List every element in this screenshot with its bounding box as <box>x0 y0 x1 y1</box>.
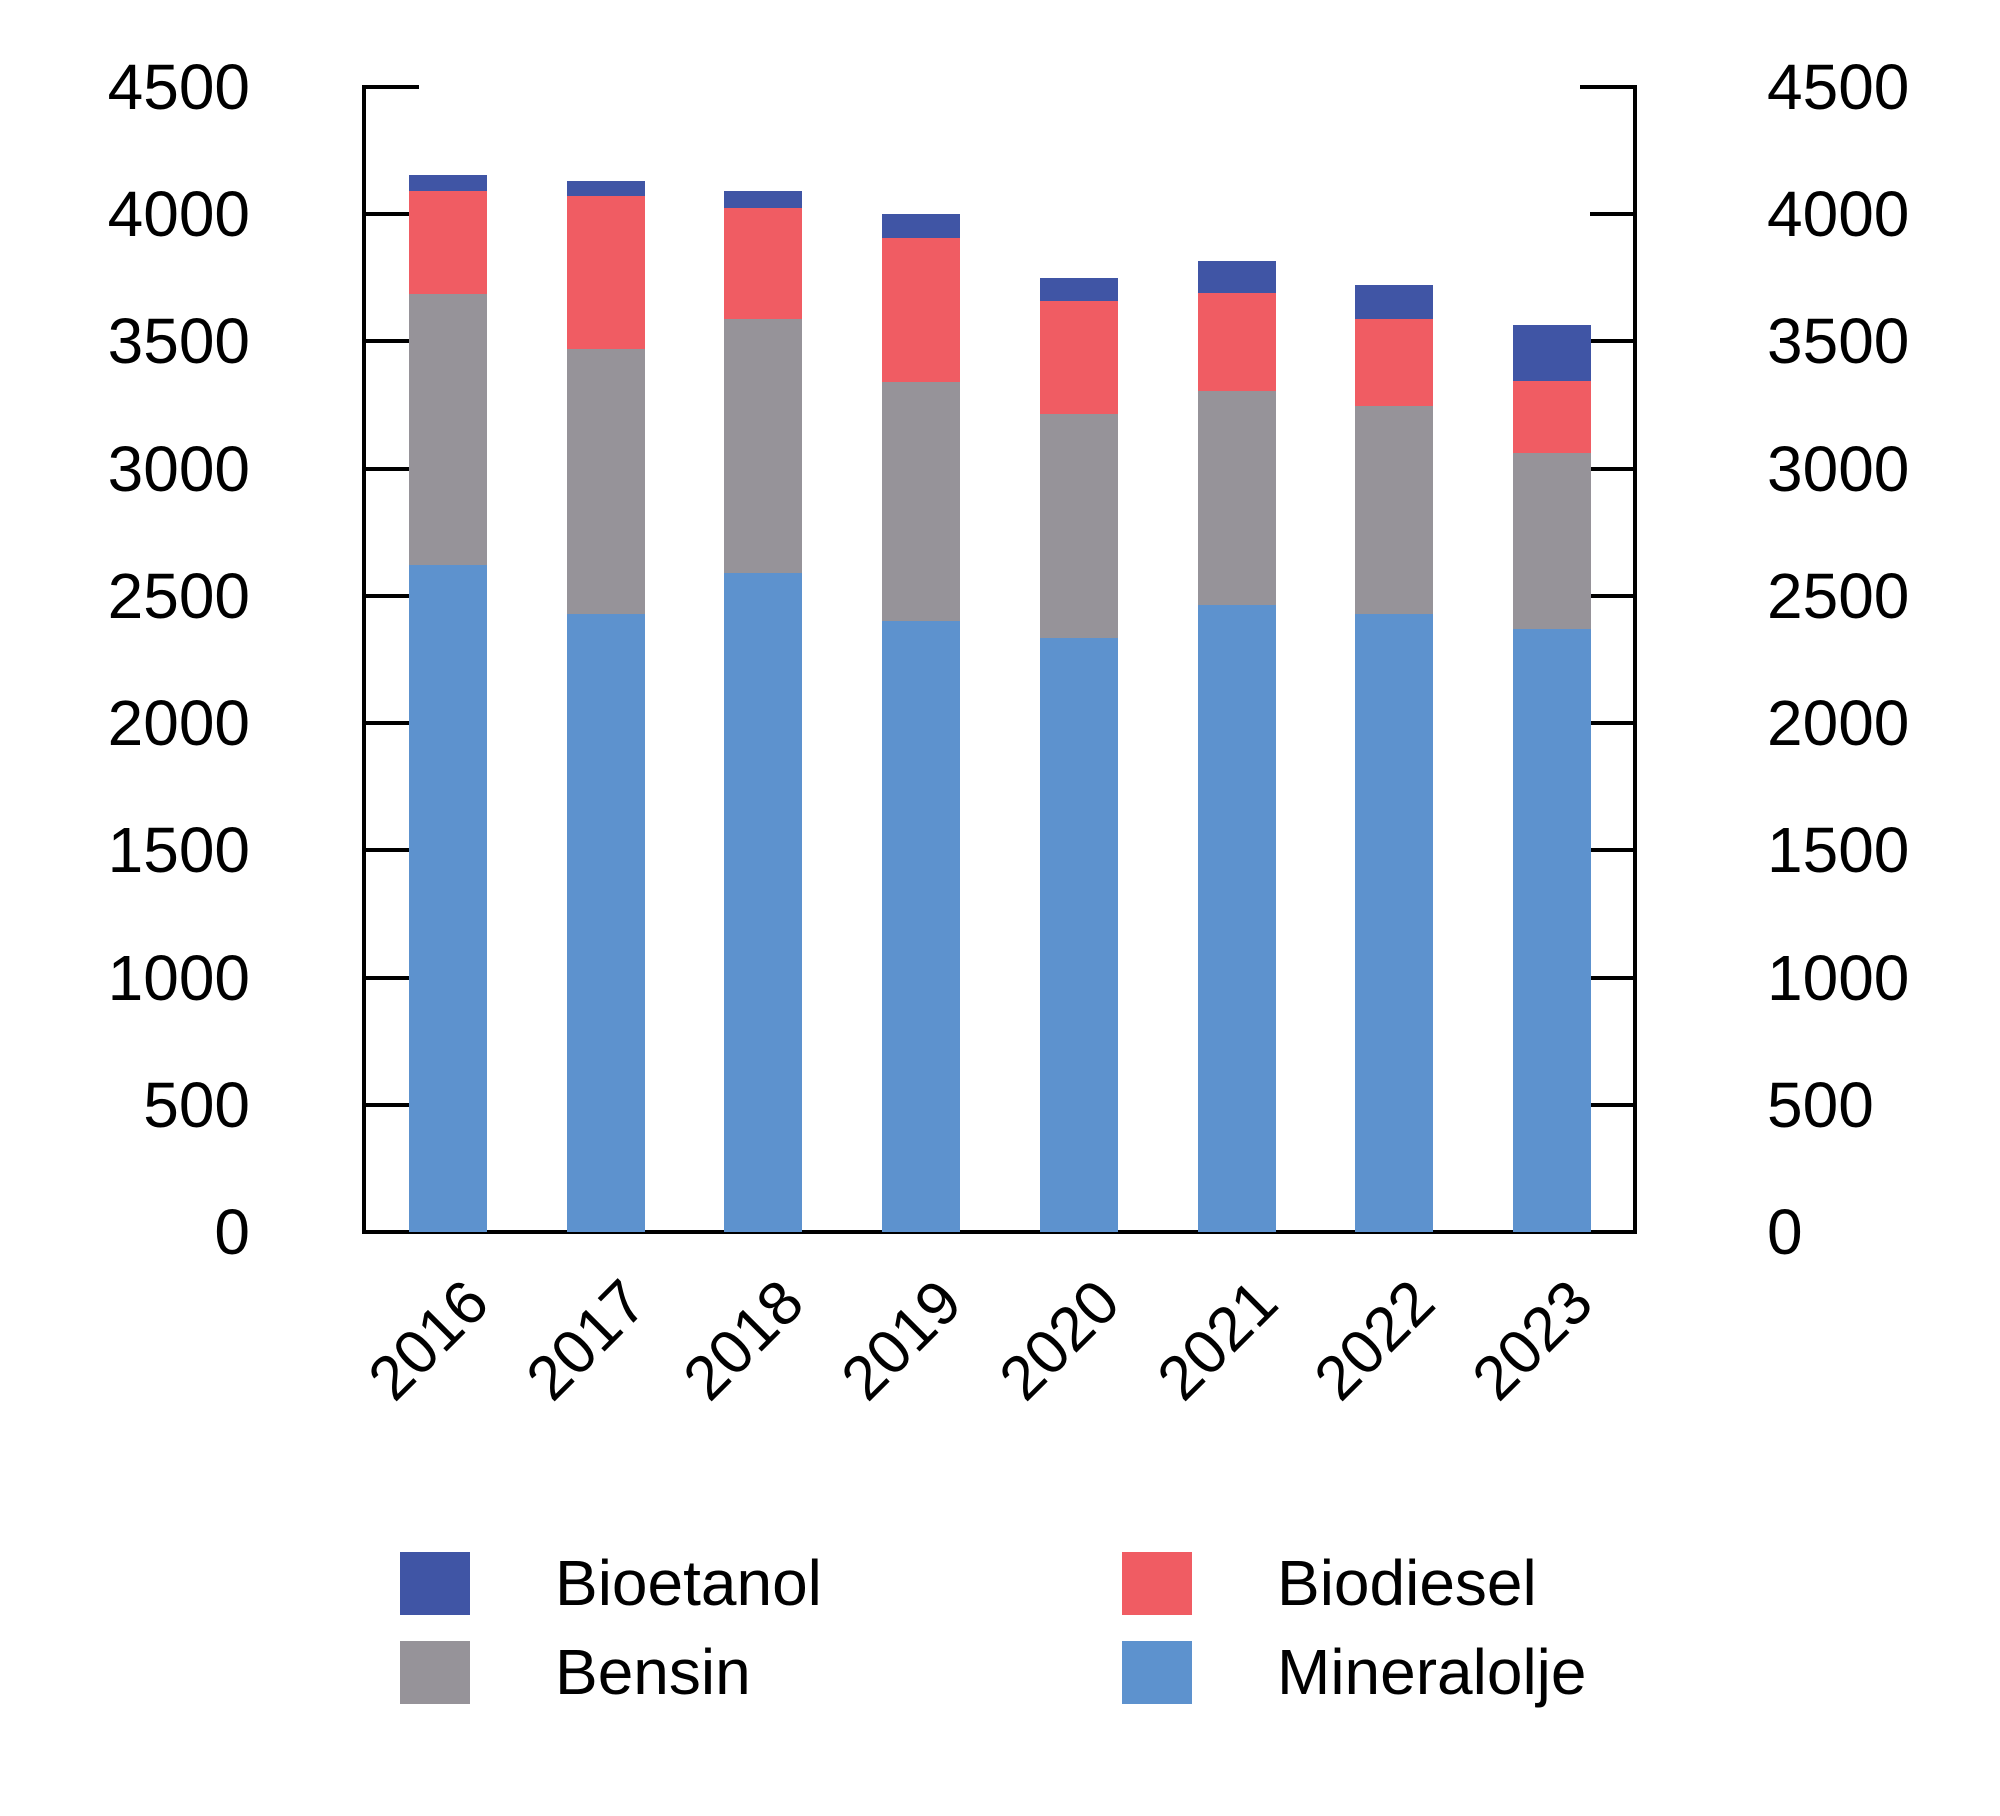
bar-2020-bioetanol <box>1039 277 1118 301</box>
legend-swatch-bensin <box>400 1641 470 1704</box>
y-tick-left-1000 <box>364 975 409 980</box>
y-axis-right-label-3000: 3000 <box>1767 432 1910 505</box>
y-tick-left-500 <box>364 1102 409 1107</box>
legend-label-bensin: Bensin <box>555 1636 751 1708</box>
bar-2020-biodiesel <box>1039 300 1118 414</box>
y-tick-left-1500 <box>364 848 409 853</box>
bar-2021-biodiesel <box>1197 293 1276 392</box>
bar-2018-bioetanol <box>724 191 803 208</box>
bar-2022-biodiesel <box>1355 318 1434 407</box>
y-axis-left-spine <box>362 85 366 1234</box>
y-axis-right-label-4500: 4500 <box>1767 51 1910 123</box>
bar-2022-mineralolje <box>1355 613 1434 1232</box>
legend-swatch-biodiesel <box>1122 1552 1192 1615</box>
y-axis-left-label-4000: 4000 <box>107 178 250 251</box>
bar-2022-bioetanol <box>1355 285 1434 319</box>
bar-2017-mineralolje <box>566 613 645 1232</box>
y-axis-right-label-1500: 1500 <box>1767 814 1910 887</box>
bar-2017-bioetanol <box>566 181 645 197</box>
y-axis-right-label-2500: 2500 <box>1767 559 1910 632</box>
bar-2020-mineralolje <box>1039 637 1118 1232</box>
y-axis-right-label-2000: 2000 <box>1767 687 1910 760</box>
y-axis-left-label-1500: 1500 <box>107 814 250 887</box>
y-tick-left-2000 <box>364 721 409 726</box>
bar-2019-mineralolje <box>882 621 961 1232</box>
legend-swatch-bioetanol <box>400 1552 470 1615</box>
bar-2019-bensin <box>882 382 961 622</box>
y-tick-right-500 <box>1590 1102 1635 1107</box>
bar-2017-bensin <box>566 349 645 614</box>
y-axis-left-label-500: 500 <box>143 1068 250 1141</box>
bar-2023-mineralolje <box>1513 629 1591 1232</box>
y-tick-left-2500 <box>364 593 409 598</box>
bar-2023-biodiesel <box>1513 380 1591 454</box>
y-axis-right-label-500: 500 <box>1767 1068 1874 1141</box>
y-tick-right-1500 <box>1590 848 1635 853</box>
plot-area <box>364 87 1635 1232</box>
bar-2018-mineralolje <box>724 573 803 1232</box>
y-tick-right-2500 <box>1590 593 1635 598</box>
legend-label-mineralolje: Mineralolje <box>1277 1636 1587 1708</box>
y-axis-left-label-2500: 2500 <box>107 559 250 632</box>
y-axis-left-label-4500: 4500 <box>107 51 250 123</box>
y-axis-left-label-3000: 3000 <box>107 432 250 505</box>
legend-swatch-mineralolje <box>1122 1641 1192 1704</box>
y-axis-left-label-0: 0 <box>214 1196 250 1268</box>
legend-label-biodiesel: Biodiesel <box>1277 1547 1537 1619</box>
bar-2022-bensin <box>1355 406 1434 614</box>
y-axis-right-spine <box>1633 85 1637 1234</box>
bar-2018-biodiesel <box>724 207 803 319</box>
y-axis-left-label-3500: 3500 <box>107 305 250 378</box>
y-tick-right-2000 <box>1590 721 1635 726</box>
y-axis-left-label-2000: 2000 <box>107 687 250 760</box>
y-axis-left-label-1000: 1000 <box>107 941 250 1014</box>
bar-2023-bensin <box>1513 453 1591 629</box>
y-tick-left-4500 <box>364 85 419 89</box>
bar-2020-bensin <box>1039 414 1118 638</box>
bar-2021-mineralolje <box>1197 604 1276 1232</box>
y-axis-right-label-1000: 1000 <box>1767 941 1910 1014</box>
y-axis-right-label-3500: 3500 <box>1767 305 1910 378</box>
y-tick-left-3000 <box>364 466 409 471</box>
y-tick-right-1000 <box>1590 975 1635 980</box>
y-tick-left-3500 <box>364 339 409 344</box>
bar-2016-biodiesel <box>409 191 487 295</box>
bar-2017-biodiesel <box>566 196 645 350</box>
bar-2021-bensin <box>1197 391 1276 605</box>
x-axis-line <box>362 1230 1637 1234</box>
bar-2016-mineralolje <box>409 565 487 1232</box>
bar-2023-bioetanol <box>1513 324 1591 381</box>
y-tick-right-3000 <box>1590 466 1635 471</box>
y-axis-right-label-4000: 4000 <box>1767 178 1910 251</box>
bar-2021-bioetanol <box>1197 261 1276 294</box>
y-axis-right-label-0: 0 <box>1767 1196 1803 1268</box>
bar-2016-bioetanol <box>409 174 487 192</box>
y-tick-left-4000 <box>364 212 409 217</box>
bar-2019-bioetanol <box>882 214 961 239</box>
y-tick-right-3500 <box>1590 339 1635 344</box>
bar-2018-bensin <box>724 318 803 573</box>
legend-label-bioetanol: Bioetanol <box>555 1547 822 1619</box>
y-tick-right-4500 <box>1580 85 1635 89</box>
bar-2019-biodiesel <box>882 238 961 383</box>
bar-2016-bensin <box>409 294 487 566</box>
y-tick-right-4000 <box>1590 212 1635 217</box>
